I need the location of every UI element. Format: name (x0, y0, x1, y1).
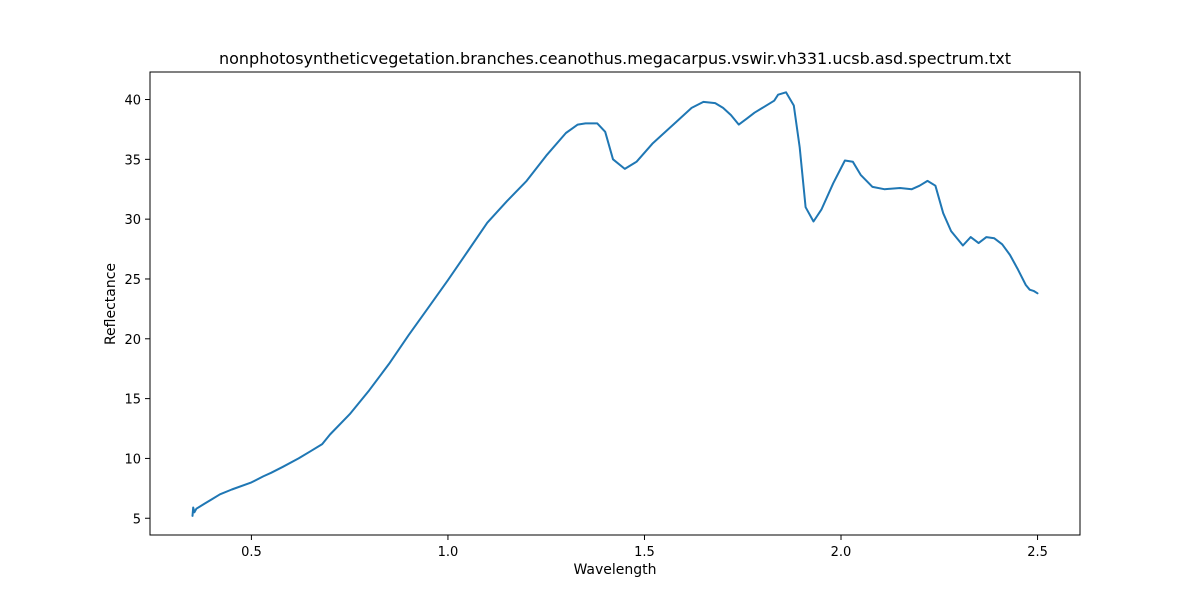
y-tick-label: 20 (124, 333, 141, 348)
x-tick-label: 0.5 (241, 545, 262, 560)
x-axis-ticks: 0.5 1.0 1.5 2.0 2.5 (241, 535, 1048, 560)
y-tick-label: 10 (124, 452, 141, 467)
series-line (191, 91, 1039, 517)
y-tick-label: 35 (124, 153, 141, 168)
y-tick-label: 5 (133, 512, 141, 527)
axes-frame (149, 71, 1081, 536)
x-tick-label: 1.5 (634, 545, 655, 560)
chart-title: nonphotosyntheticvegetation.branches.cea… (219, 49, 1011, 68)
y-tick-label: 30 (124, 213, 141, 228)
x-tick-label: 1.0 (438, 545, 459, 560)
y-tick-label: 25 (124, 273, 141, 288)
y-tick-label: 15 (124, 393, 141, 408)
y-axis-label: Reflectance (103, 263, 119, 345)
y-axis-ticks: 5 10 15 20 25 30 35 40 (124, 94, 150, 527)
y-tick-label: 40 (124, 94, 141, 109)
x-axis-label: Wavelength (573, 562, 656, 578)
x-tick-label: 2.5 (1027, 545, 1048, 560)
x-tick-label: 2.0 (831, 545, 852, 560)
plot-area (149, 71, 1081, 536)
axes-background (150, 72, 1080, 535)
